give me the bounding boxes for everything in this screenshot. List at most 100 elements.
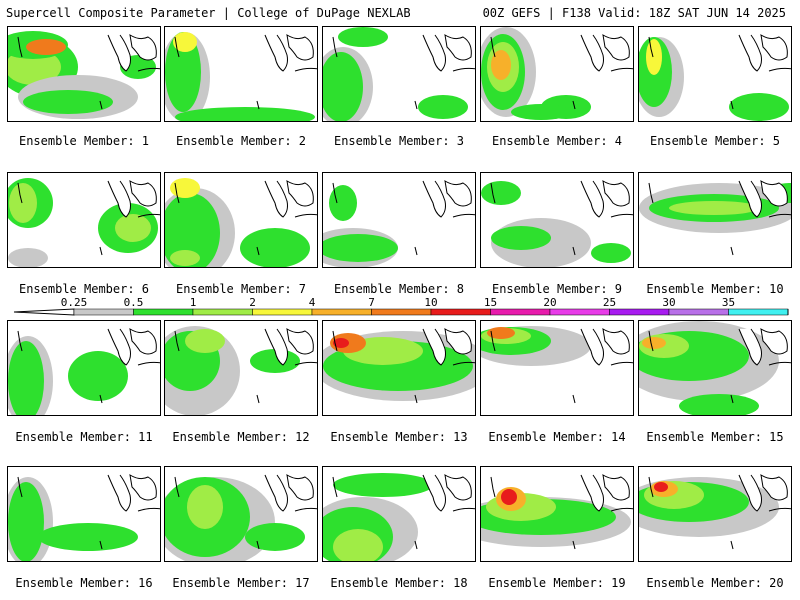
river-outline [17,476,23,498]
river-outline [256,100,260,110]
scp-contour [642,337,666,349]
ensemble-member-map [638,320,792,416]
river-outline [99,540,103,550]
scp-contour [8,248,48,267]
lake-huron-outline [129,328,157,355]
lake-erie-outline [768,507,791,512]
scp-contour [654,482,668,492]
lake-michigan-outline [264,180,288,218]
ensemble-member-map [7,26,161,122]
ensemble-member-map [480,466,634,562]
lake-michigan-outline [738,34,762,72]
ensemble-member-label: Ensemble Member: 14 [488,430,626,444]
river-outline [256,246,260,256]
ensemble-member-label: Ensemble Member: 15 [646,430,784,444]
lake-erie-outline [452,67,475,72]
scp-contour [511,104,571,120]
scp-contour [338,27,388,47]
scp-contour [491,50,511,80]
lake-erie-outline [294,507,317,512]
ensemble-member-map [638,172,792,268]
color-scale-legend: 0.25 0.5 1 2 4 7 10 15 20 25 30 35 [13,296,789,316]
lake-huron-outline [444,474,472,501]
lake-michigan-outline [422,328,446,366]
lake-erie-outline [610,67,633,72]
scp-contour [491,226,551,250]
scp-contour [729,93,789,121]
river-outline [414,540,418,550]
river-outline [99,394,103,404]
lake-michigan-outline [107,34,131,72]
scp-contour [329,185,357,221]
ensemble-member-label: Ensemble Member: 1 [18,134,150,148]
river-outline [17,36,23,58]
river-outline [490,36,496,58]
lake-michigan-outline [580,34,604,72]
scp-contour [333,529,383,561]
legend-tick-label: 30 [662,296,675,309]
ensemble-member-map [164,26,318,122]
scp-contour [323,234,398,262]
river-outline [174,476,180,498]
lake-huron-outline [444,180,472,207]
lake-erie-outline [768,67,791,72]
ensemble-member-label: Ensemble Member: 12 [172,430,310,444]
lake-erie-outline [137,67,160,72]
ensemble-member-label: Ensemble Member: 3 [333,134,465,148]
chart-title: Supercell Composite Parameter | College … [6,6,411,20]
legend-color-bin [252,308,313,316]
lake-michigan-outline [422,180,446,218]
scp-contour [185,329,225,353]
scp-contour [591,243,631,263]
legend-tick-label: 20 [543,296,556,309]
ensemble-member-map [480,172,634,268]
lake-erie-outline [452,213,475,218]
scp-contour [26,39,66,55]
ensemble-member-map [164,172,318,268]
scp-contour [170,250,200,266]
ensemble-member-label: Ensemble Member: 6 [18,282,150,296]
river-outline [572,394,576,404]
scp-contour [333,338,349,348]
river-outline [648,330,654,352]
lake-erie-outline [610,361,633,366]
ensemble-member-label: Ensemble Member: 11 [15,430,153,444]
scp-contour [487,327,515,339]
legend-color-bin [728,308,789,316]
legend-color-bin [490,308,551,316]
scp-contour [170,178,200,198]
legend-color-bin [192,308,253,316]
lake-huron-outline [602,474,630,501]
scp-contour [9,183,37,223]
lake-michigan-outline [107,328,131,366]
lake-michigan-outline [264,34,288,72]
ensemble-member-label: Ensemble Member: 8 [333,282,465,296]
river-outline [17,182,23,204]
lake-huron-outline [129,180,157,207]
lake-huron-outline [129,34,157,61]
river-outline [414,394,418,404]
scp-contour [68,351,128,401]
lake-erie-outline [452,507,475,512]
lake-huron-outline [760,328,788,355]
ensemble-member-label: Ensemble Member: 10 [646,282,784,296]
river-outline [730,540,734,550]
ensemble-member-label: Ensemble Member: 19 [488,576,626,590]
lake-erie-outline [137,361,160,366]
lake-huron-outline [602,34,630,61]
ensemble-member-label: Ensemble Member: 16 [15,576,153,590]
river-outline [174,36,180,58]
river-outline [414,246,418,256]
lake-michigan-outline [107,474,131,512]
river-outline [490,330,496,352]
river-outline [648,476,654,498]
legend-tick-label: 10 [424,296,437,309]
lake-michigan-outline [264,328,288,366]
river-outline [572,100,576,110]
ensemble-member-map [322,466,476,562]
river-outline [730,394,734,404]
lake-huron-outline [602,180,630,207]
river-outline [332,36,338,58]
legend-tick-label: 0.25 [61,296,88,309]
scp-contour [646,39,662,75]
